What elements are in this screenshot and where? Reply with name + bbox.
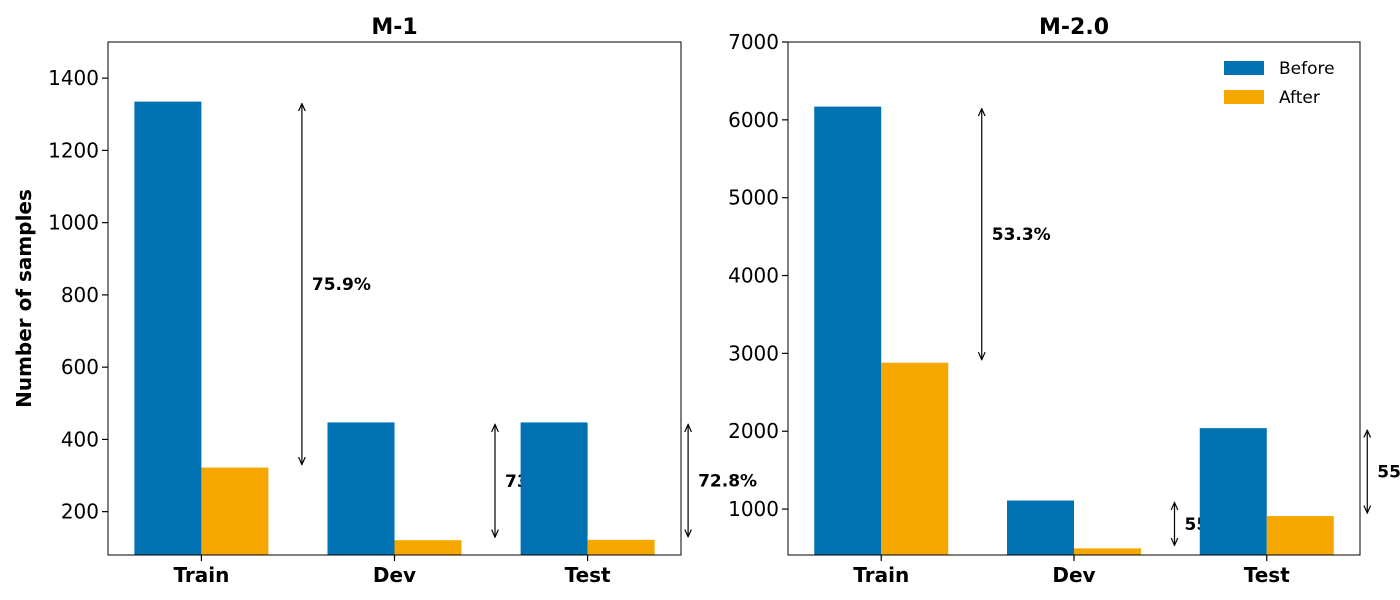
- y-tick-label: 2000: [728, 419, 779, 443]
- chart-panel-1: M-1 Number of samples 200 400 600 800 1000 1200…: [12, 15, 757, 587]
- y-axis-label: Number of samples: [12, 189, 36, 408]
- bar-before-train: [814, 106, 882, 555]
- x-tick-label: Test: [1244, 563, 1290, 587]
- x-tick-label: Train: [173, 563, 229, 587]
- bar-before-test: [520, 422, 588, 555]
- y-tick-label: 1000: [48, 211, 99, 235]
- y-tick-label: 600: [61, 355, 99, 379]
- bar-before-train: [134, 101, 202, 555]
- bar-before-dev: [1007, 500, 1074, 555]
- bar-after-test: [587, 539, 655, 555]
- bar-after-train: [881, 362, 949, 555]
- x-tick-label: Dev: [1052, 563, 1095, 587]
- plot-frame: [787, 41, 1361, 556]
- y-tick-label: 1000: [728, 497, 779, 521]
- y-tick-label: 1400: [48, 66, 99, 90]
- y-tick-label: 1200: [48, 138, 99, 162]
- y-tick-label: 3000: [728, 341, 779, 365]
- bar-after-test: [1266, 516, 1334, 555]
- bar-before-test: [1199, 428, 1267, 555]
- reduction-label: 53.3%: [992, 225, 1051, 245]
- reduction-label: 55.4%: [1377, 463, 1400, 483]
- bar-before-dev: [327, 422, 395, 555]
- legend-swatch-after: [1224, 90, 1264, 104]
- y-tick-label: 200: [61, 500, 99, 524]
- y-tick-label: 4000: [728, 264, 779, 288]
- plot-frame: [107, 41, 682, 556]
- x-tick-label: Train: [853, 563, 909, 587]
- x-tick-label: Dev: [373, 563, 416, 587]
- y-tick-label: 5000: [728, 186, 779, 210]
- chart-panel-2: M-2.0 1000 2000 3000 4000 5000 6000 7000 Train 53…: [728, 15, 1400, 587]
- legend-label-after: After: [1279, 88, 1320, 108]
- y-tick-label: 800: [61, 283, 99, 307]
- bar-after-train: [201, 467, 269, 555]
- legend-label-before: Before: [1279, 59, 1335, 79]
- y-tick-label: 7000: [728, 30, 779, 54]
- reduction-label: 72.8%: [698, 472, 757, 492]
- reduction-label: 75.9%: [312, 275, 371, 295]
- bar-after-dev: [1074, 548, 1141, 555]
- y-tick-label: 6000: [728, 108, 779, 132]
- legend-swatch-before: [1224, 61, 1264, 75]
- chart-title: M-1: [371, 15, 417, 40]
- y-tick-label: 400: [61, 427, 99, 451]
- bar-after-dev: [394, 540, 462, 555]
- x-tick-label: Test: [565, 563, 611, 587]
- chart-title: M-2.0: [1039, 15, 1109, 40]
